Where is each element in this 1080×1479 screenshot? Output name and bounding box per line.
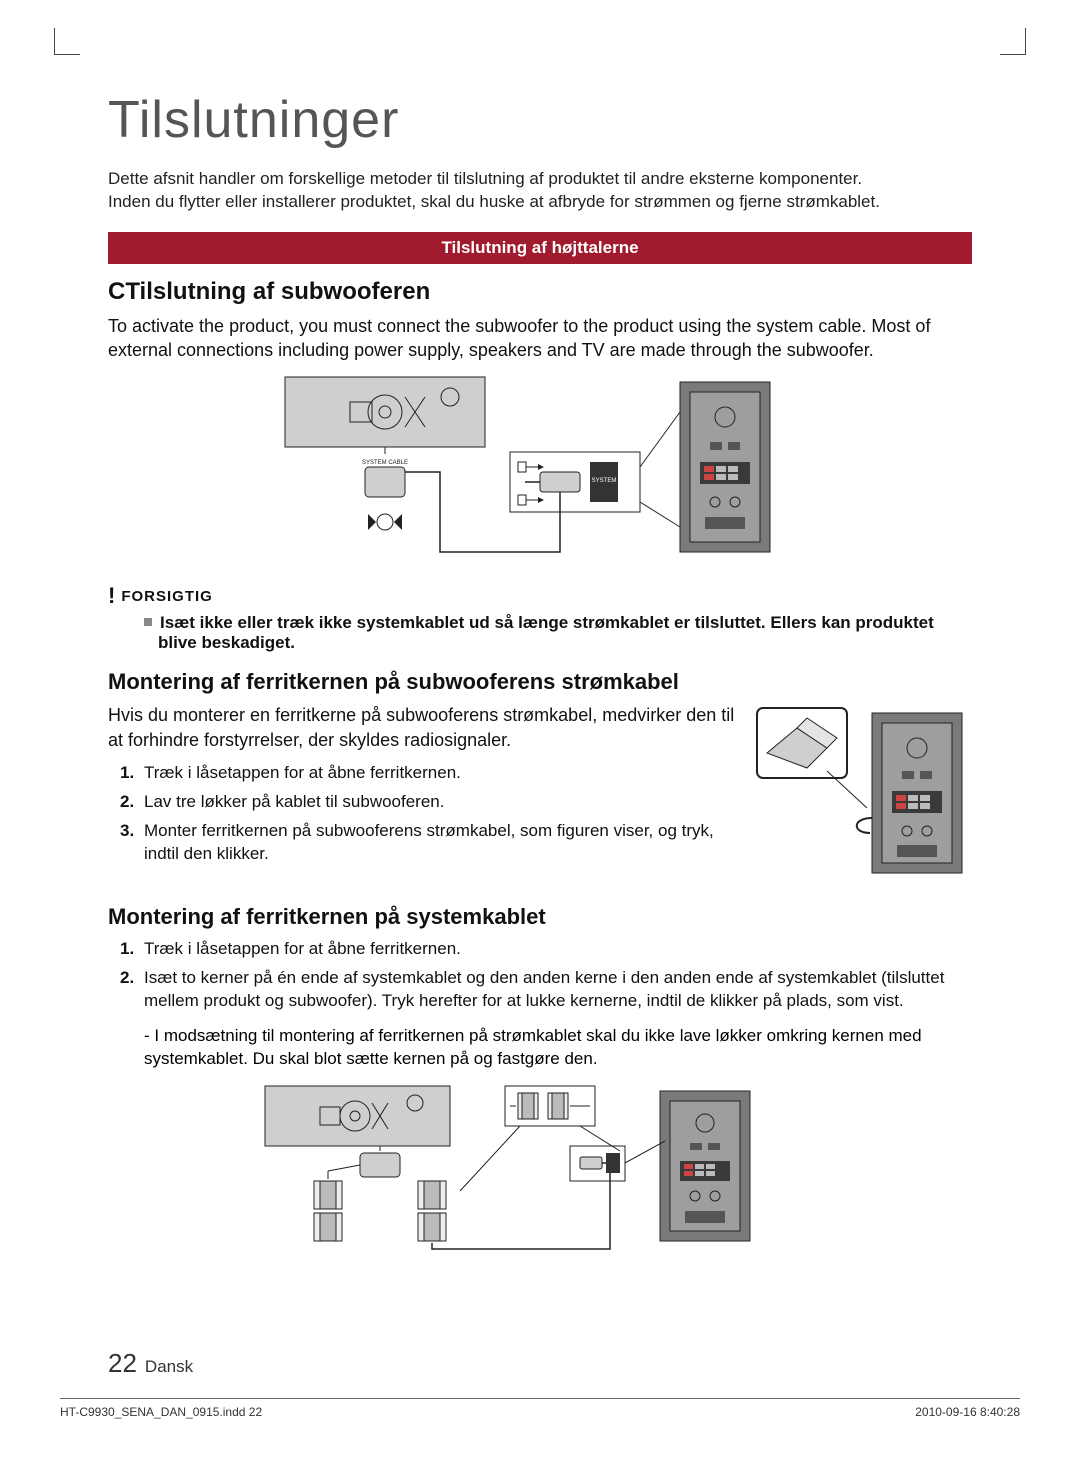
page-number: 22 bbox=[108, 1348, 137, 1379]
sub2-block: Hvis du monterer en ferritkerne på subwo… bbox=[108, 703, 972, 888]
page-content: Tilslutninger Dette afsnit handler om fo… bbox=[108, 90, 972, 1379]
list-item: Lav tre løkker på kablet til subwooferen… bbox=[120, 791, 736, 814]
diagram-1: SYSTEM CABLE SYSTEM bbox=[108, 372, 972, 567]
list-item: Træk i låsetappen for at åbne ferritkern… bbox=[120, 938, 972, 961]
svg-text:SYSTEM CABLE: SYSTEM CABLE bbox=[362, 460, 408, 466]
list-item: Træk i låsetappen for at åbne ferritkern… bbox=[120, 762, 736, 785]
caution-row: ! FORSIGTIG bbox=[108, 583, 972, 609]
bullet-icon bbox=[144, 618, 152, 626]
footer-left: HT-C9930_SENA_DAN_0915.indd 22 bbox=[60, 1405, 262, 1419]
sub2-body: Hvis du monterer en ferritkerne på subwo… bbox=[108, 703, 736, 752]
caution-body: Isæt ikke eller træk ikke systemkablet u… bbox=[158, 613, 934, 652]
svg-text:SYSTEM: SYSTEM bbox=[592, 478, 617, 484]
page-title: Tilslutninger bbox=[108, 90, 972, 150]
sub1-heading: CTilslutning af subwooferen bbox=[108, 278, 972, 306]
diagram-2 bbox=[752, 703, 972, 888]
list-item: Isæt to kerner på én ende af systemkable… bbox=[120, 967, 972, 1013]
crop-marks bbox=[54, 28, 1026, 58]
sub3-note: - I modsætning til montering af ferritke… bbox=[120, 1025, 972, 1071]
sub1-body: To activate the product, you must connec… bbox=[108, 314, 972, 363]
caution-text: Isæt ikke eller træk ikke systemkablet u… bbox=[144, 613, 972, 653]
sub3-steps: Træk i låsetappen for at åbne ferritkern… bbox=[120, 938, 972, 1013]
print-footer: HT-C9930_SENA_DAN_0915.indd 22 2010-09-1… bbox=[60, 1398, 1020, 1419]
diagram-3 bbox=[108, 1081, 972, 1256]
intro-line-2: Inden du flytter eller installerer produ… bbox=[108, 192, 880, 211]
page-footer: 22 Dansk bbox=[108, 1348, 193, 1379]
footer-right: 2010-09-16 8:40:28 bbox=[915, 1405, 1020, 1419]
sub2-heading: Montering af ferritkernen på subwooferen… bbox=[108, 669, 972, 695]
caution-label: FORSIGTIG bbox=[121, 588, 213, 605]
page-language: Dansk bbox=[145, 1357, 193, 1377]
intro-line-1: Dette afsnit handler om forskellige meto… bbox=[108, 169, 862, 188]
section-bar: Tilslutning af højttalerne bbox=[108, 232, 972, 264]
list-item: Monter ferritkernen på subwooferens strø… bbox=[120, 820, 736, 866]
sub3-heading: Montering af ferritkernen på systemkable… bbox=[108, 904, 972, 930]
caution-icon: ! bbox=[108, 583, 115, 609]
sub2-steps: Træk i låsetappen for at åbne ferritkern… bbox=[120, 762, 736, 866]
intro-text: Dette afsnit handler om forskellige meto… bbox=[108, 168, 972, 214]
